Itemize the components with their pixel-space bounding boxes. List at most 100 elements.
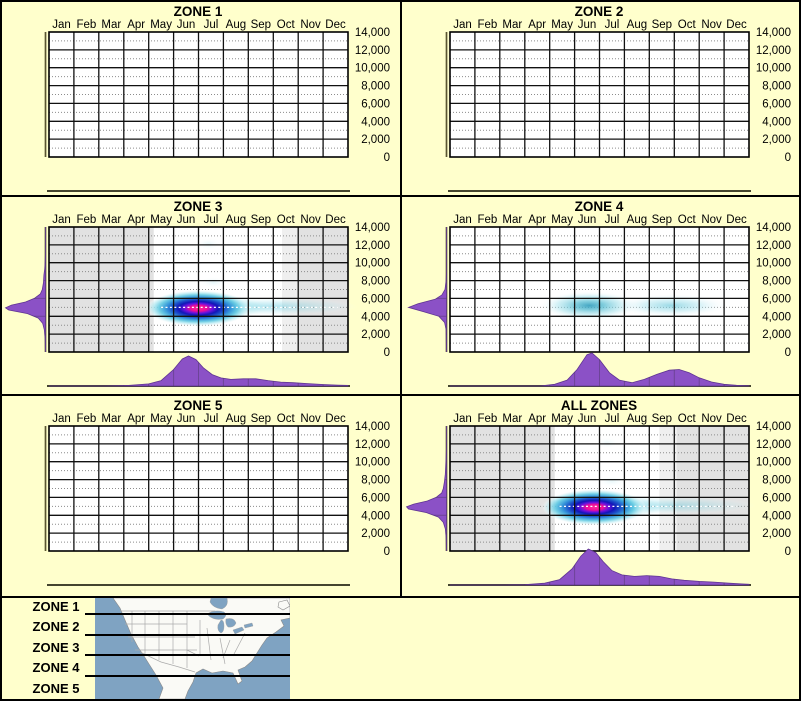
month-label: Feb — [477, 19, 497, 31]
month-label: May — [551, 214, 573, 226]
month-label: Jun — [578, 214, 597, 226]
month-label: Jan — [52, 214, 71, 226]
panel-title: ZONE 1 — [174, 4, 223, 19]
zone-boundary-line-1 — [85, 613, 290, 615]
month-label: Jun — [578, 19, 597, 31]
zone-boundary-line-4 — [85, 674, 290, 677]
map-lake-ontario — [243, 622, 254, 629]
y-axis-tick-label: 6,000 — [762, 492, 791, 504]
month-label: Nov — [300, 413, 321, 425]
y-axis-tick-label: 10,000 — [756, 258, 791, 270]
month-label: Feb — [76, 413, 96, 425]
month-label: Jan — [52, 413, 71, 425]
y-axis-tick-label: 8,000 — [762, 475, 791, 487]
elevation-density — [405, 426, 447, 552]
month-label: Aug — [627, 214, 647, 226]
plot-border — [449, 31, 750, 158]
elevation-density-ticks — [408, 244, 447, 335]
y-axis-tick-label: 10,000 — [355, 63, 390, 75]
y-axis-tick-label: 2,000 — [361, 329, 390, 341]
y-axis-tick-label: 8,000 — [361, 276, 390, 288]
elevation-density-ticks — [5, 244, 46, 335]
panel-title: ZONE 5 — [174, 398, 223, 413]
month-label: Feb — [76, 19, 96, 31]
map-lake-huron — [225, 618, 237, 628]
y-axis-tick-label: 10,000 — [355, 457, 390, 469]
y-axis-tick-label: 10,000 — [756, 457, 791, 469]
panel-chart: ZONE 5 Jan Feb Mar Apr May Jun Jul Aug Sep Oct Nov D… — [44, 398, 390, 586]
map-island-newfoundland — [277, 599, 291, 611]
y-axis-tick-label: 14,000 — [756, 421, 791, 433]
plot-border — [48, 31, 349, 158]
month-label: Apr — [528, 413, 546, 425]
y-axis-tick-label: 6,000 — [762, 293, 791, 305]
y-axis-tick-label: 14,000 — [756, 222, 791, 234]
y-axis-tick-label: 8,000 — [762, 276, 791, 288]
heat-blob-faint — [196, 237, 221, 251]
month-label: Nov — [300, 19, 321, 31]
elevation-density — [4, 227, 46, 353]
solid-gridlines — [49, 227, 348, 352]
month-label: Dec — [726, 19, 747, 31]
panel-chart: ALL ZONES Jan Feb Mar Apr May Jun Jul Aug Sep Oct N… — [405, 398, 791, 586]
month-label: Dec — [726, 413, 747, 425]
month-label: Jul — [204, 214, 219, 226]
month-label: Mar — [101, 214, 121, 226]
month-label: May — [551, 19, 573, 31]
month-label: Jul — [204, 19, 219, 31]
month-label: Feb — [76, 214, 96, 226]
month-label: Feb — [477, 413, 497, 425]
month-label: Nov — [701, 214, 722, 226]
month-label: Nov — [701, 413, 722, 425]
month-label: Mar — [502, 214, 522, 226]
solid-gridlines — [49, 32, 348, 157]
month-density — [49, 355, 349, 387]
y-axis-tick-label: 4,000 — [361, 311, 390, 323]
map-land-north-america — [112, 597, 291, 700]
month-label: Sep — [251, 413, 271, 425]
panel-title: ZONE 4 — [575, 199, 624, 214]
y-axis-tick-label: 14,000 — [355, 421, 390, 433]
panel-zone-1: ZONE 1 Jan Feb Mar Apr May Jun Jul Aug Sep Oct Nov D… — [1, 2, 401, 195]
month-label: Aug — [627, 19, 647, 31]
panel-chart: ZONE 3 Jan Feb Mar Apr May Jun Jul Aug Sep Oct Nov D… — [4, 199, 390, 387]
month-label: Jun — [578, 413, 597, 425]
month-label: Sep — [652, 214, 672, 226]
panel-title: ALL ZONES — [561, 398, 637, 413]
y-axis-tick-label: 0 — [384, 152, 390, 164]
y-axis-tick-label: 2,000 — [762, 329, 791, 341]
month-density — [450, 548, 750, 586]
month-label: Sep — [251, 19, 271, 31]
solid-gridlines — [49, 426, 348, 551]
month-label: Oct — [678, 19, 697, 31]
heat-blob-faint — [597, 475, 627, 488]
heat-blob-faint — [198, 276, 229, 289]
panel-title: ZONE 2 — [575, 4, 624, 19]
y-axis-tick-label: 12,000 — [355, 240, 390, 252]
month-label: Oct — [277, 19, 296, 31]
plot-border — [48, 425, 349, 552]
elevation-density-ticks — [406, 443, 447, 534]
month-label: Jan — [52, 19, 71, 31]
heat-blob-faint — [594, 436, 620, 450]
y-axis-tick-label: 0 — [384, 546, 390, 558]
y-axis-tick-label: 6,000 — [361, 293, 390, 305]
month-label: Apr — [127, 214, 145, 226]
month-label: Apr — [127, 413, 145, 425]
plot-border — [48, 226, 349, 353]
y-axis-tick-label: 2,000 — [762, 528, 791, 540]
y-axis-tick-label: 14,000 — [756, 27, 791, 39]
y-axis-tick-label: 8,000 — [762, 81, 791, 93]
month-label: Oct — [277, 413, 296, 425]
zone-boundary-line-2 — [85, 633, 290, 636]
y-axis-tick-label: 10,000 — [355, 258, 390, 270]
month-label: Sep — [652, 19, 672, 31]
month-label: Dec — [726, 214, 747, 226]
heat-blob-hot — [542, 489, 647, 526]
month-label: Mar — [502, 19, 522, 31]
legend-item-zone-4: ZONE 4 — [32, 660, 80, 675]
month-label: Mar — [502, 413, 522, 425]
zone-boundary-line-3 — [85, 654, 290, 656]
y-axis-tick-label: 12,000 — [756, 45, 791, 57]
y-axis-tick-label: 12,000 — [756, 240, 791, 252]
